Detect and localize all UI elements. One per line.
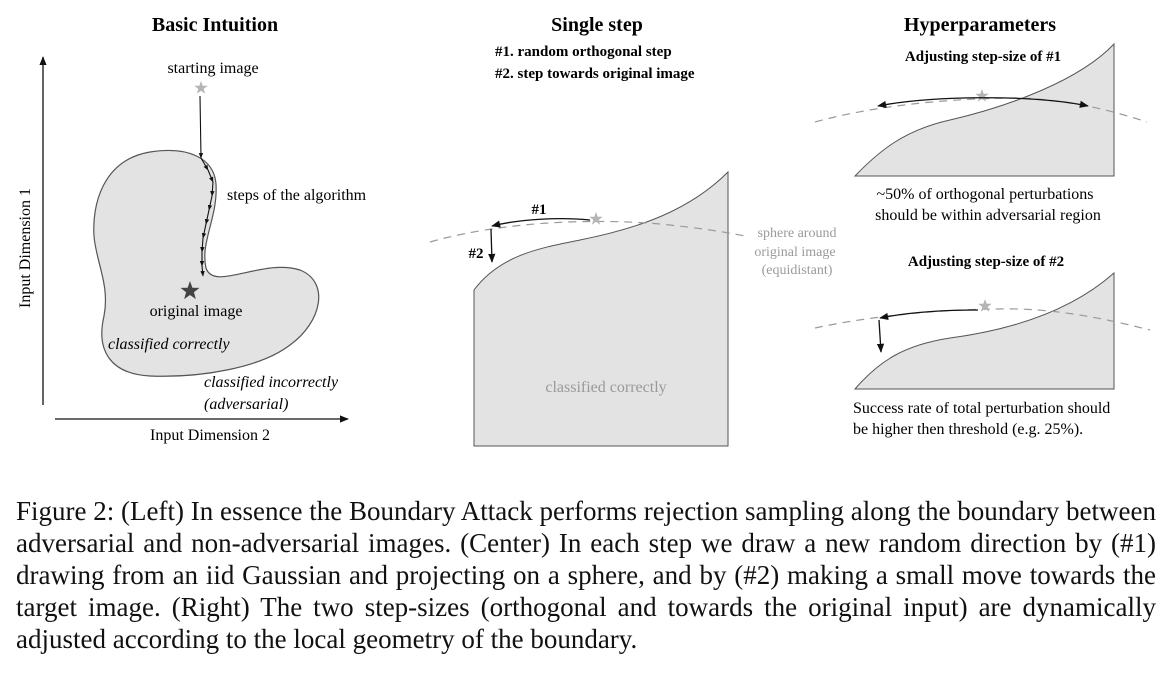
sub2-note-line1: Success rate of total perturbation shoul…: [853, 400, 1110, 417]
sub1-note-line1: ~50% of orthogonal perturbations: [876, 186, 1093, 203]
step1-tag: #1: [532, 202, 547, 218]
center-panel-title: Single step: [551, 14, 643, 36]
sphere-label-line3: (equidistant): [762, 263, 833, 278]
figure-caption: Figure 2: (Left) In essence the Boundary…: [16, 496, 1156, 654]
center-panel: Single step #1. random orthogonal step #…: [429, 14, 837, 447]
center-region-label: classified correctly: [545, 379, 666, 396]
step2-arrow: [488, 228, 496, 263]
sub2-region: [853, 271, 1115, 390]
sub1-title: Adjusting step-size of #1: [905, 49, 1061, 65]
sub2-step1-arrow: [879, 309, 979, 320]
classified-incorrectly-label: classified incorrectly: [204, 374, 339, 391]
starting-image-label: starting image: [167, 60, 258, 77]
starting-image-star-icon: [194, 81, 208, 94]
steps-label: steps of the algorithm: [227, 187, 367, 204]
step2-tag: #2: [469, 246, 484, 262]
center-star-icon: [589, 212, 603, 225]
right-panel: Hyperparameters Adjusting step-size of #…: [814, 14, 1151, 438]
sub2-note-line2: be higher then threshold (e.g. 25%).: [853, 421, 1083, 438]
right-panel-title: Hyperparameters: [904, 14, 1056, 36]
sub2-step2-arrow: [876, 319, 885, 353]
sphere-label-line2: original image: [754, 245, 835, 260]
y-axis-label: Input Dimension 1: [17, 188, 34, 308]
step1-description: #1. random orthogonal step: [495, 44, 672, 60]
center-correct-region: [473, 170, 729, 447]
initial-step-arrow: [198, 95, 204, 159]
step2-description: #2. step towards original image: [495, 66, 695, 82]
sub2-title: Adjusting step-size of #2: [908, 254, 1064, 270]
classified-correctly-label: classified correctly: [108, 336, 230, 353]
sub1-double-arrow: [877, 97, 1089, 109]
sub2-star-icon: [978, 299, 992, 312]
x-axis-label: Input Dimension 2: [150, 427, 270, 444]
step1-arrow: [491, 218, 591, 228]
sub1-region: [853, 42, 1115, 177]
original-image-label: original image: [150, 303, 243, 320]
sphere-arc: [429, 220, 746, 243]
left-panel: Basic Intuition Input Dimension 1 Input …: [17, 14, 367, 444]
original-image-star-icon: [180, 281, 200, 300]
sub1-note-line2: should be within adversarial region: [875, 207, 1101, 224]
sub1-star-icon: [975, 89, 989, 102]
adversarial-label: (adversarial): [204, 396, 288, 413]
correct-region-blob: [93, 149, 320, 377]
figure-diagram: Basic Intuition Input Dimension 1 Input …: [17, 14, 1151, 447]
sub2-sphere-arc: [814, 308, 1151, 331]
sphere-label-line1: sphere around: [758, 226, 837, 241]
left-panel-title: Basic Intuition: [152, 14, 278, 36]
algorithm-steps-path: [199, 157, 215, 277]
